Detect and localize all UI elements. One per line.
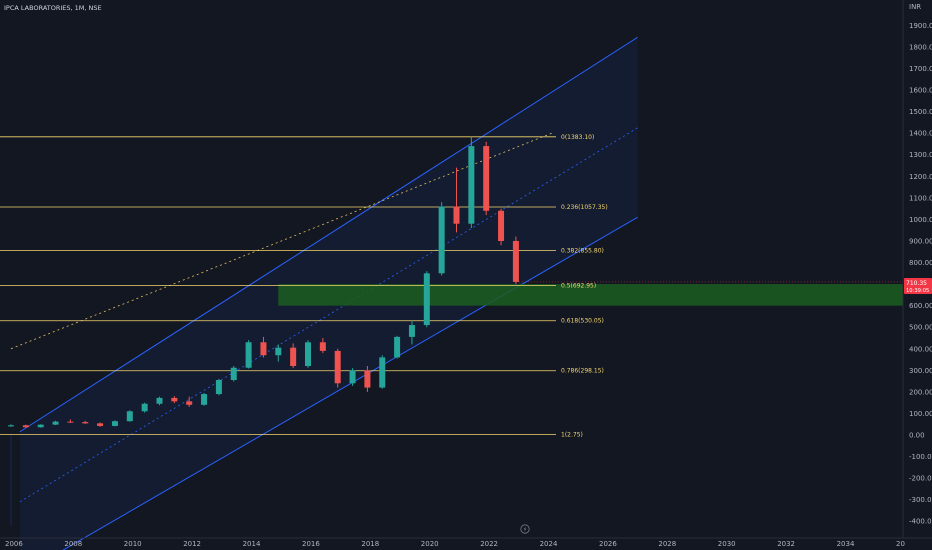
candle-body: [364, 370, 371, 388]
y-tick-label: 900.00: [909, 237, 932, 245]
x-tick-label: 20: [896, 540, 905, 548]
candle-body: [305, 342, 311, 367]
candle-body: [141, 403, 148, 412]
candle-body: [8, 425, 14, 427]
y-tick-label: -300.00: [909, 496, 932, 504]
candle-body: [275, 347, 282, 356]
fib-level-label: 0.236(1057.35): [561, 204, 608, 211]
y-tick-label: 400.00: [909, 345, 932, 353]
time-axis: 2006 2008 2010 2012 2014 2016 2018 2020 2022 2024…: [0, 537, 932, 548]
y-tick-label: -100.00: [909, 453, 932, 461]
candle-body: [186, 401, 193, 405]
x-tick-label: 2024: [540, 540, 558, 548]
fib-level-label: 0.5(692.95): [561, 283, 596, 290]
fib-level-label: 1(2.75): [561, 431, 583, 438]
currency-label: INR: [909, 3, 921, 11]
y-tick-label: 200.00: [909, 388, 932, 396]
channel-median-line: [19, 127, 638, 503]
candle-body: [438, 206, 445, 274]
y-tick-label: 0.00: [909, 432, 925, 440]
x-tick-label: 2020: [421, 540, 439, 548]
y-tick-label: 1100.00: [909, 194, 932, 202]
y-tick-label: 500.00: [909, 324, 932, 332]
channel-upper-line: [19, 36, 638, 433]
y-tick-label: 1300.00: [909, 151, 932, 159]
candle-body: [423, 273, 430, 326]
y-tick-label: 100.00: [909, 410, 932, 418]
y-tick-label: 1600.00: [909, 87, 932, 95]
fib-level-label: 0.382(855.80): [561, 247, 604, 254]
candle-body: [468, 146, 475, 224]
candle-body: [37, 424, 44, 428]
y-tick-label: -200.00: [909, 475, 932, 483]
candle-body: [67, 421, 74, 423]
candle-body: [22, 425, 29, 428]
x-tick-label: 2010: [124, 540, 142, 548]
y-tick-label: 1400.00: [909, 130, 932, 138]
candle-body: [171, 397, 178, 402]
y-tick-label: 1700.00: [909, 65, 932, 73]
candle-body: [512, 240, 519, 282]
y-tick-label: 600.00: [909, 302, 932, 310]
y-tick-label: 800.00: [909, 259, 932, 267]
fib-level-label: 0.618(530.05): [561, 318, 604, 325]
y-tick-label: 1900.00: [909, 22, 932, 30]
y-tick-label: 300.00: [909, 367, 932, 375]
x-tick-label: 2022: [480, 540, 498, 548]
candle-body: [230, 367, 237, 381]
fib-level-label: 0.786(298.15): [561, 368, 604, 375]
y-tick-label: 1500.00: [909, 108, 932, 116]
x-tick-label: 2028: [658, 540, 676, 548]
x-tick-label: 2030: [718, 540, 736, 548]
candle-body: [483, 146, 490, 211]
candle-body: [126, 411, 133, 422]
candle-body: [290, 347, 297, 367]
candle-body: [52, 421, 59, 425]
x-tick-label: 2006: [5, 540, 23, 548]
support-zone-rect: [278, 284, 903, 306]
price-tag: 710.35 10:39:05: [904, 278, 932, 294]
candlestick-series: [8, 136, 519, 428]
candle-body: [334, 350, 341, 384]
candle-body: [156, 397, 163, 404]
candle-body: [349, 370, 356, 384]
candle-body: [111, 421, 118, 426]
price-tag-countdown: 10:39:05: [906, 288, 929, 294]
channel-lower-line: [62, 216, 638, 550]
y-tick-label: 1200.00: [909, 173, 932, 181]
price-tag-value: 710.35: [906, 280, 927, 287]
candle-body: [97, 423, 104, 426]
x-tick-label: 2012: [183, 540, 201, 548]
candle-body: [379, 357, 386, 388]
y-tick-label: 1800.00: [909, 43, 932, 51]
lightning-icon[interactable]: [520, 524, 530, 534]
candle-body: [215, 380, 222, 395]
x-tick-label: 2026: [599, 540, 617, 548]
candle-body: [201, 394, 208, 405]
candle-body: [245, 342, 252, 368]
support-zone: [278, 284, 903, 306]
candle-body: [260, 342, 267, 356]
price-tag-box: [904, 278, 932, 294]
fib-level-label: 0(1383.10): [561, 134, 594, 141]
y-tick-label: 1000.00: [909, 216, 932, 224]
candle-body: [408, 325, 415, 337]
x-tick-label: 2008: [64, 540, 82, 548]
candle-body: [82, 422, 89, 424]
candle-body: [394, 336, 401, 358]
fibonacci-retracement: 0(1383.10) 0.236(1057.35) 0.382(855.80) 0.5…: [0, 134, 608, 438]
x-tick-label: 2014: [243, 540, 261, 548]
x-tick-label: 2032: [777, 540, 795, 548]
candle-body: [319, 342, 326, 351]
x-tick-label: 2016: [302, 540, 320, 548]
candle-body: [498, 210, 505, 241]
y-tick-label: -400.00: [909, 518, 932, 526]
x-tick-label: 2034: [837, 540, 855, 548]
x-tick-label: 2018: [361, 540, 379, 548]
chart-title: IPCA LABORATORIES, 1M, NSE: [4, 4, 102, 12]
candle-body: [453, 206, 460, 224]
